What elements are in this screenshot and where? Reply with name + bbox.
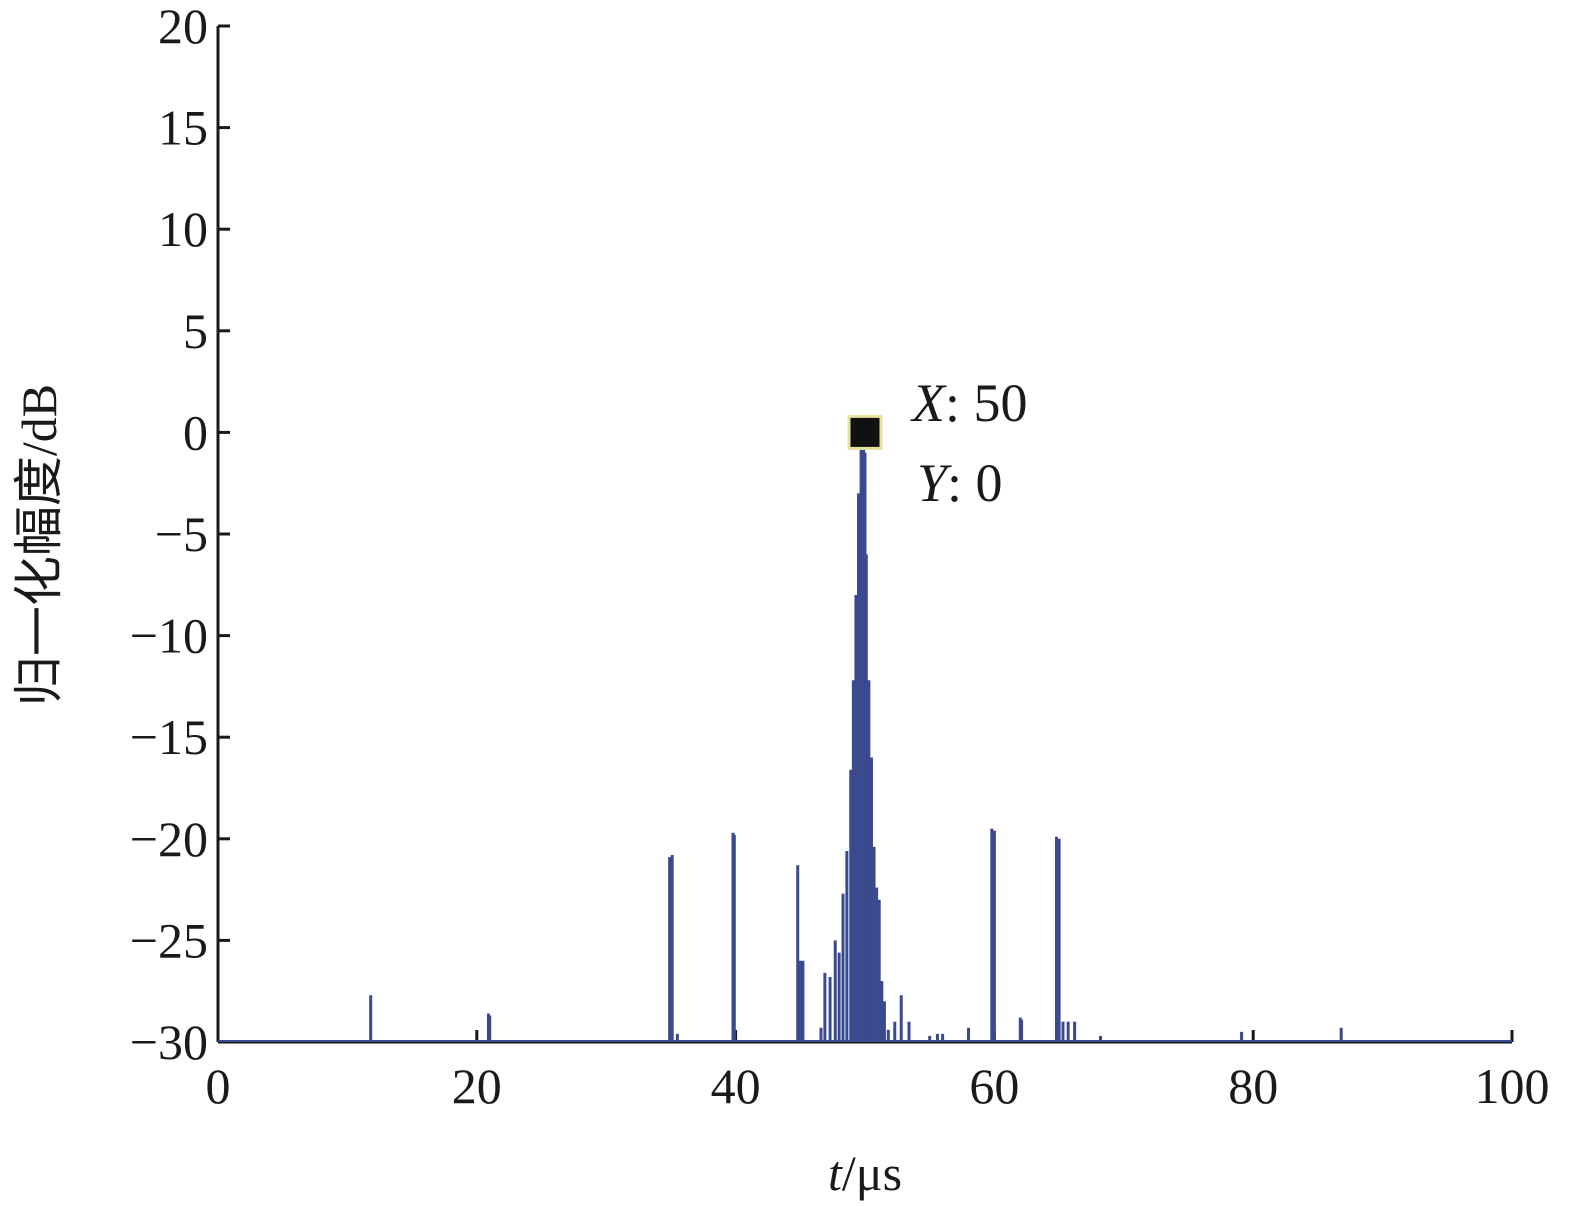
y-tick-label: −10 (130, 608, 208, 664)
y-tick-label: −30 (130, 1014, 208, 1070)
y-tick-label: −25 (130, 912, 208, 968)
y-tick-label: −5 (155, 506, 208, 562)
y-axis-title: 归一化幅度/dB (11, 384, 67, 706)
x-tick-label: 20 (452, 1058, 502, 1114)
y-tick-label: 10 (158, 201, 208, 257)
y-tick-label: −15 (130, 709, 208, 765)
x-tick-label: 60 (969, 1058, 1019, 1114)
x-ticks: 0 20 40 60 80 100 (206, 1030, 1550, 1114)
y-tick-label: 15 (158, 100, 208, 156)
x-tick-label: 100 (1475, 1058, 1550, 1114)
x-tick-label: 80 (1228, 1058, 1278, 1114)
y-tick-label: 5 (183, 303, 208, 359)
cursor-y-readout: Y: 0 (917, 453, 1003, 513)
y-tick-label: 0 (183, 404, 208, 460)
y-ticks: 20 15 10 5 0 −5 −10 −15 −20 −25 −30 (130, 0, 230, 1070)
x-tick-label: 0 (206, 1058, 231, 1114)
data-cursor (847, 414, 883, 450)
data-cursor-marker[interactable] (847, 414, 883, 450)
plot-area (218, 432, 1512, 1042)
x-axis-title-unit: /μs (842, 1145, 902, 1201)
y-tick-label: −20 (130, 811, 208, 867)
y-tick-label: 20 (158, 0, 208, 54)
cursor-x-readout: X: 50 (910, 373, 1028, 433)
x-tick-label: 40 (711, 1058, 761, 1114)
x-axis-title-var: t (828, 1145, 843, 1201)
x-axis-title: t/μs (828, 1145, 902, 1201)
